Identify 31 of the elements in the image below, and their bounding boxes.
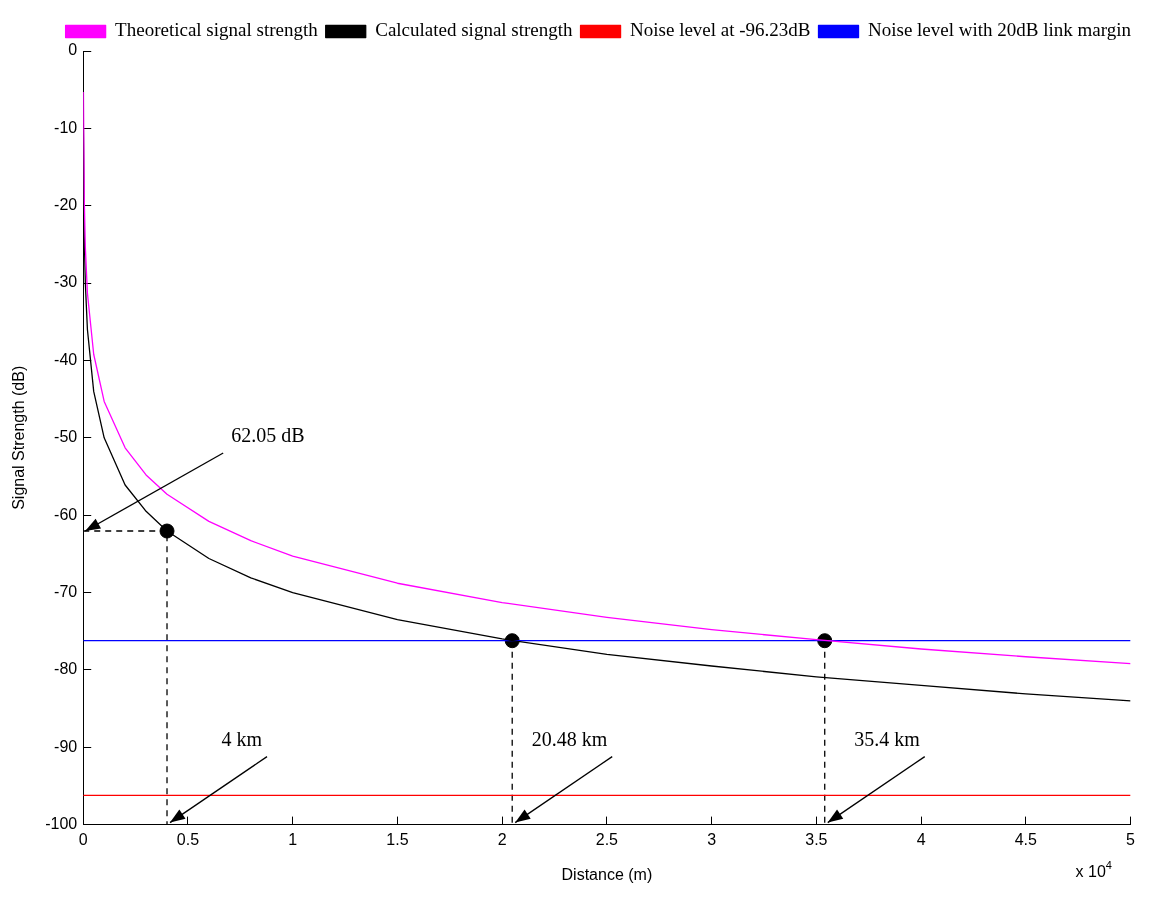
y-tick-label: -100 (45, 815, 78, 833)
x-axis-title: Distance (m) (561, 865, 653, 883)
y-tick-label: -20 (54, 196, 78, 214)
legend-label: Calculated signal strength (375, 19, 574, 41)
y-tick-label: -80 (54, 660, 78, 678)
x-tick-label: 5 (1126, 830, 1136, 848)
x-tick-label: 3 (707, 830, 717, 848)
y-tick-label: -90 (54, 737, 78, 755)
y-tick-label: 0 (68, 41, 78, 59)
annotation: 62.05 dB (231, 424, 305, 447)
x-tick-label: 2.5 (595, 830, 619, 848)
x-tick-label: 3.5 (805, 830, 828, 848)
y-tick-label: -10 (54, 118, 78, 136)
x-tick-label: 2 (497, 830, 507, 848)
y-tick-label: -40 (54, 350, 78, 368)
x-tick-label: 4 (916, 830, 926, 848)
y-tick-label: -60 (54, 505, 78, 523)
legend-label: Noise level with 20dB link margin (868, 19, 1132, 41)
x-tick-label: 0.5 (176, 830, 200, 848)
y-tick-label: -30 (54, 273, 78, 291)
x-tick-label: 4.5 (1014, 830, 1038, 848)
y-tick-label: -50 (54, 428, 78, 446)
annotation: 4 km (221, 727, 263, 750)
annotation: 20.48 km (531, 727, 608, 750)
y-axis-title: Signal Strength (dB) (10, 365, 28, 510)
y-tick-label: -70 (54, 582, 78, 600)
x-tick-label: 1.5 (386, 830, 409, 848)
legend-label: Noise level at -96.23dB (630, 19, 811, 41)
annotation: 35.4 km (854, 727, 921, 750)
x-tick-label: 1 (288, 830, 298, 848)
legend-label: Theoretical signal strength (115, 19, 319, 41)
